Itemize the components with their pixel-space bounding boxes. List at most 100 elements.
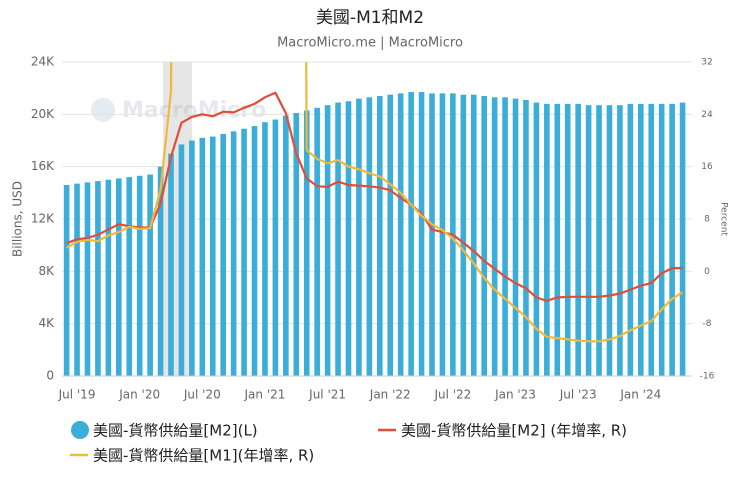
watermark-icon [91,98,115,122]
bar [596,105,602,377]
x-tick-label: Jan '22 [369,388,411,402]
y2-tick-label: 0 [704,267,710,277]
bar [408,92,414,376]
bar [512,98,519,376]
bar [397,93,404,377]
bar [105,179,112,376]
bar [209,136,216,376]
bar [147,174,153,376]
bar [189,140,195,376]
bar [491,97,498,376]
bar [63,184,70,376]
watermark-text: MacroMicro [122,98,266,123]
y-tick-label: 0 [46,369,54,383]
y2-tick-label: 8 [704,215,710,225]
bar [387,94,394,376]
y-tick-label: 16K [31,159,55,173]
y2-tick-label: 32 [701,58,712,68]
bar [627,103,634,376]
bar [606,105,613,377]
bar [554,103,561,376]
bar [502,97,508,376]
legend-label: 美國-貨幣供給量[M1](年增率, R) [93,447,314,465]
x-tick-label: Jul '21 [308,388,346,402]
bar [575,103,581,376]
bar [95,181,101,376]
bar [335,102,341,376]
legend-swatch [71,421,89,439]
bar [617,105,623,377]
bar [418,92,425,376]
bar [377,96,383,377]
x-tick-label: Jan '23 [494,388,536,402]
bar [314,107,320,377]
bar [230,131,237,376]
lines [66,62,684,343]
bar [481,96,487,377]
y2-tick-label: 24 [701,110,713,120]
x-tick-label: Jul '19 [58,388,96,402]
bar [74,183,80,376]
line-series [66,62,684,343]
bar [638,103,644,376]
chart-title: 美國-M1和M2 [316,8,424,28]
bar [544,103,550,376]
bar [429,93,435,377]
line-series [66,91,683,302]
bar [439,93,446,377]
watermark: MacroMicro [91,98,266,123]
bar [157,166,164,376]
x-tick-label: Jul '23 [559,388,597,402]
y-tick-label: 12K [31,212,55,226]
y-tick-label: 24K [31,55,55,69]
bar [585,105,592,377]
y-tick-label: 4K [38,316,55,330]
x-tick-label: Jan '20 [118,388,160,402]
bar [178,144,185,376]
bar [283,115,289,377]
bar [241,128,247,376]
bar [523,99,529,377]
bar [648,103,655,376]
y2-tick-label: 16 [701,162,713,172]
chart-subtitle: MacroMicro.me | MacroMicro [277,36,463,51]
bar [564,103,571,376]
bar [658,103,665,376]
bar [272,119,279,377]
bar [324,105,331,377]
bar [345,101,352,376]
bar [84,182,91,376]
bar [116,178,122,376]
bar [533,102,540,376]
bar [679,102,686,376]
y2-tick-label: -8 [703,319,712,329]
x-tick-label: Jul '22 [433,388,471,402]
bar [356,98,362,376]
y-tick-label: 8K [38,264,55,278]
bar [470,94,477,376]
bar [136,175,143,376]
x-tick-label: Jul '20 [183,388,221,402]
bar [168,153,174,376]
y-tick-label: 20K [31,107,55,121]
x-tick-label: Jan '21 [244,388,286,402]
bars [63,92,686,377]
bar [293,113,300,377]
bar [669,103,675,376]
legend: 美國-貨幣供給量[M2](L) 美國-貨幣供給量[M2] (年增率, R) 美國-貨… [70,421,627,465]
legend-label: 美國-貨幣供給量[M2](L) [93,422,258,440]
bar [303,110,310,377]
bar [220,133,226,376]
y2-axis-label: Percent [719,202,729,236]
x-tick-label: Jan '24 [619,388,661,402]
bar [366,97,373,376]
bar [199,137,206,376]
bar [262,122,268,376]
bar [460,94,467,376]
bar [251,126,258,376]
y2-tick-label: -16 [700,372,715,382]
y-axis-label: Billions, USD [11,181,25,257]
axes: 0 4K 8K 12K 16K 20K 24K -16 -8 0 8 16 24 32 Jul '19 Jan… [31,55,715,402]
bar [126,177,133,376]
